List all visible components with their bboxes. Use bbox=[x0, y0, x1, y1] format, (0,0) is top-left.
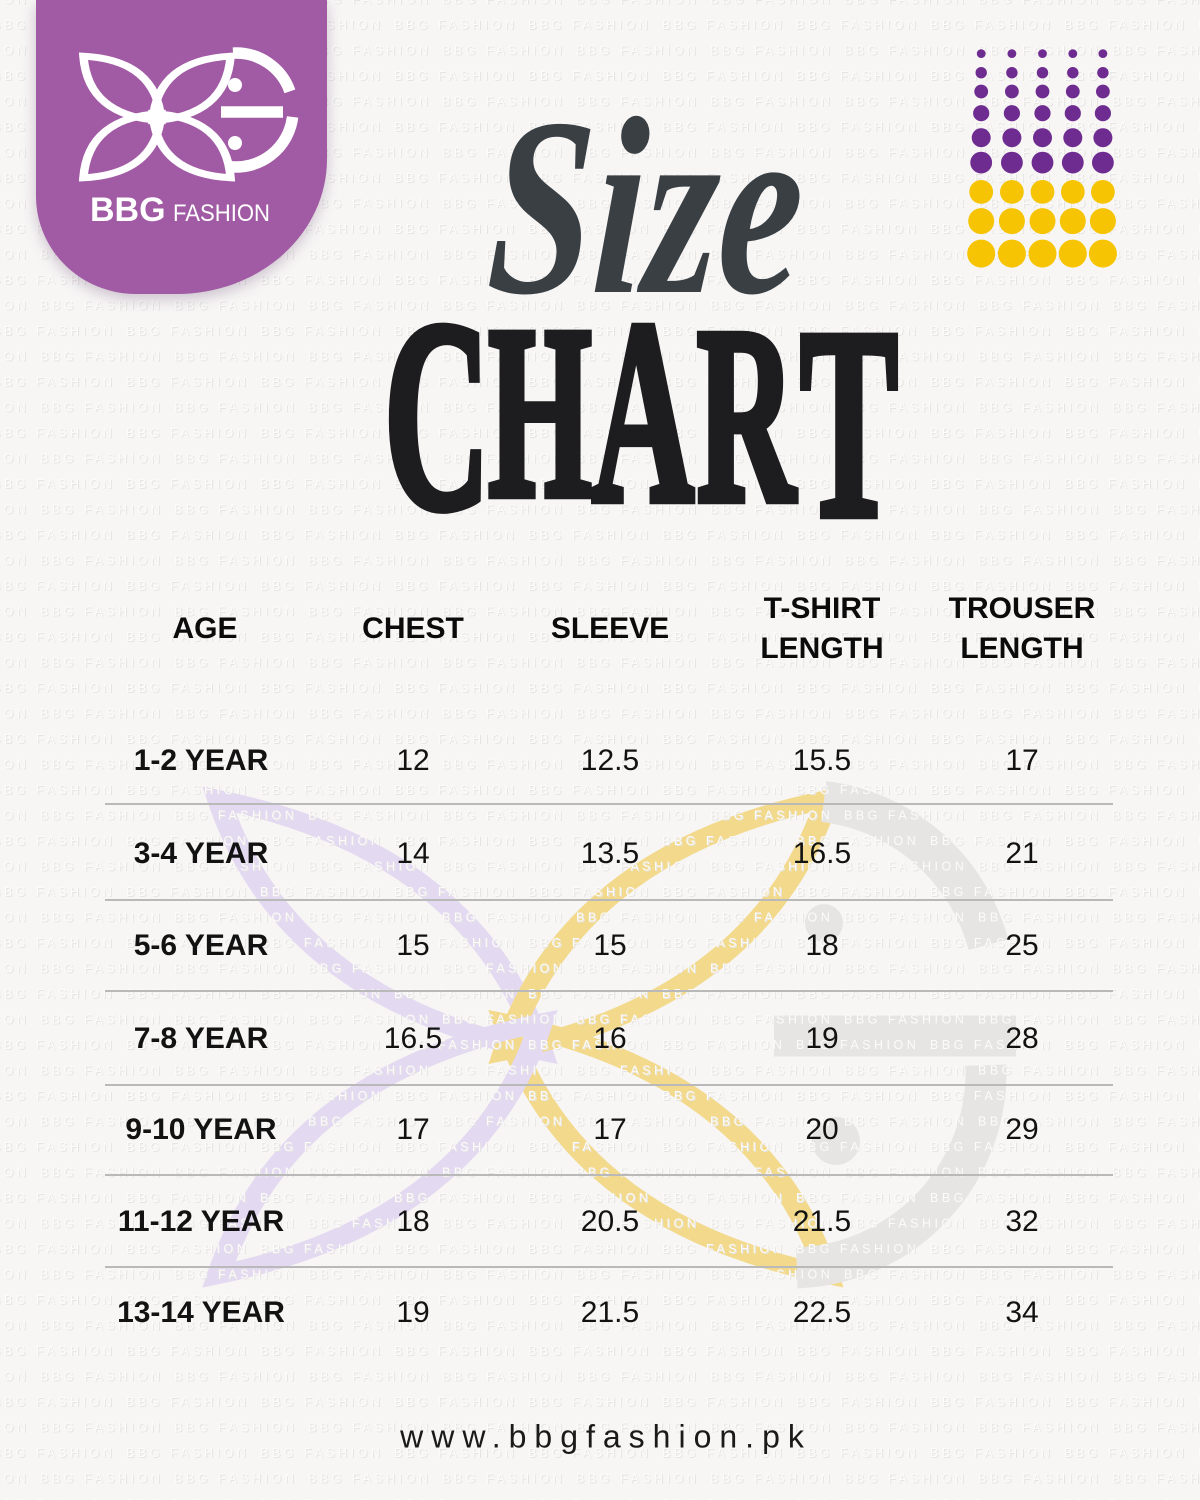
svg-text:Size: Size bbox=[482, 67, 810, 348]
svg-text:FASHION: FASHION bbox=[173, 200, 270, 227]
svg-text:A: A bbox=[592, 266, 694, 540]
svg-text:BBG: BBG bbox=[90, 191, 166, 229]
svg-text:C: C bbox=[384, 266, 490, 540]
svg-text:T: T bbox=[800, 274, 898, 540]
svg-text:R: R bbox=[697, 276, 797, 540]
svg-text:H: H bbox=[488, 276, 591, 540]
